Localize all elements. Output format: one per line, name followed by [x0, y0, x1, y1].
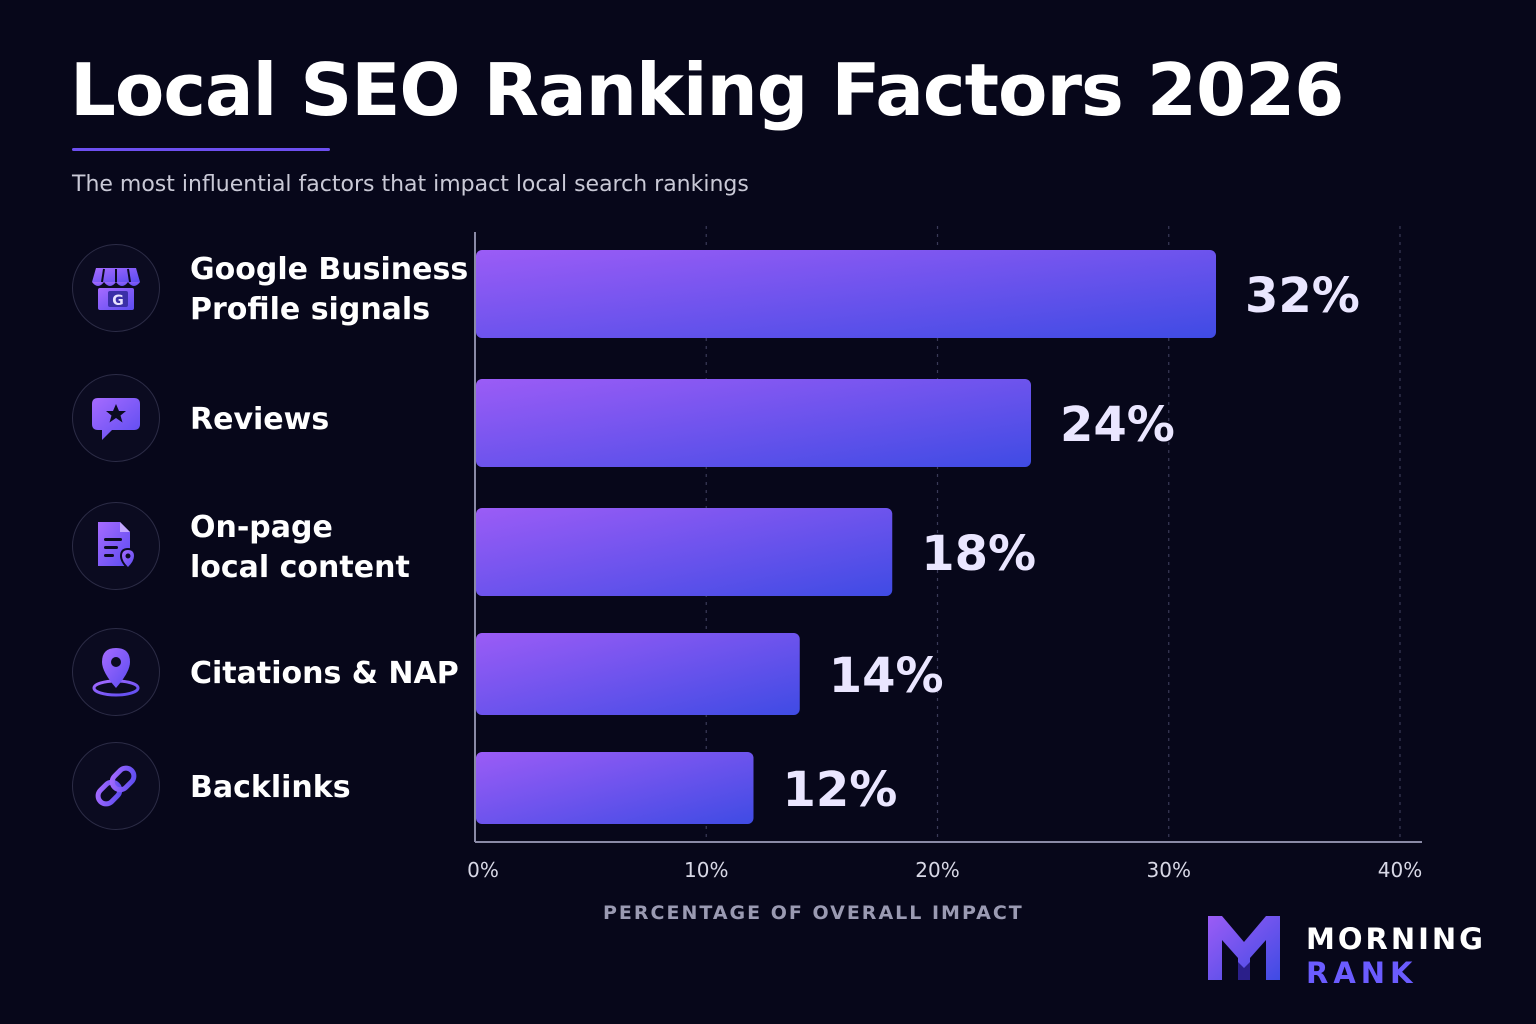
factor-label: Google Business Profile signals [190, 252, 469, 327]
morning-rank-logo-icon [1208, 916, 1280, 980]
factor-label: Citations & NAP [190, 656, 459, 691]
x-tick-label: 20% [915, 858, 959, 882]
factor-label: Backlinks [190, 770, 351, 805]
bar-value-label: 24% [1060, 397, 1175, 453]
title-underline [72, 148, 330, 151]
factor-label: Reviews [190, 402, 330, 437]
x-axis-title: PERCENTAGE OF OVERALL IMPACT [603, 902, 1024, 924]
chart-title: Local SEO Ranking Factors 2026 [70, 48, 1344, 132]
factor-row-on-page-local-content: On-page local content [72, 502, 472, 594]
factor-label: On-page local content [190, 510, 410, 585]
factor-row-google-business-profile: G Google Business Profile signals [72, 244, 472, 336]
document-location-icon [72, 502, 160, 590]
brand-logo: MORNING RANK [1206, 910, 1496, 990]
bar-value-label: 32% [1245, 268, 1360, 324]
bar-value-label: 18% [921, 526, 1036, 582]
factor-row-backlinks: Backlinks [72, 742, 472, 834]
x-tick-label: 10% [684, 858, 728, 882]
chain-link-icon [72, 742, 160, 830]
brand-name-top: MORNING [1306, 922, 1486, 956]
x-tick-label: 30% [1147, 858, 1191, 882]
x-tick-label: 40% [1378, 858, 1422, 882]
bar-5 [476, 752, 754, 824]
brand-name-bottom: RANK [1306, 956, 1418, 990]
bar-value-label: 14% [829, 648, 944, 704]
factor-row-citations-nap: Citations & NAP [72, 628, 472, 720]
map-pin-icon [72, 628, 160, 716]
x-tick-label: 0% [467, 858, 499, 882]
chart-subtitle: The most influential factors that impact… [72, 172, 749, 197]
factor-row-reviews: Reviews [72, 374, 472, 466]
bar-1 [476, 250, 1216, 338]
bar-2 [476, 379, 1031, 467]
bar-4 [476, 633, 800, 715]
bar-value-label: 12% [783, 762, 898, 818]
svg-text:G: G [112, 293, 124, 309]
bar-3 [476, 508, 893, 596]
storefront-g-icon: G [72, 244, 160, 332]
review-star-bubble-icon [72, 374, 160, 462]
